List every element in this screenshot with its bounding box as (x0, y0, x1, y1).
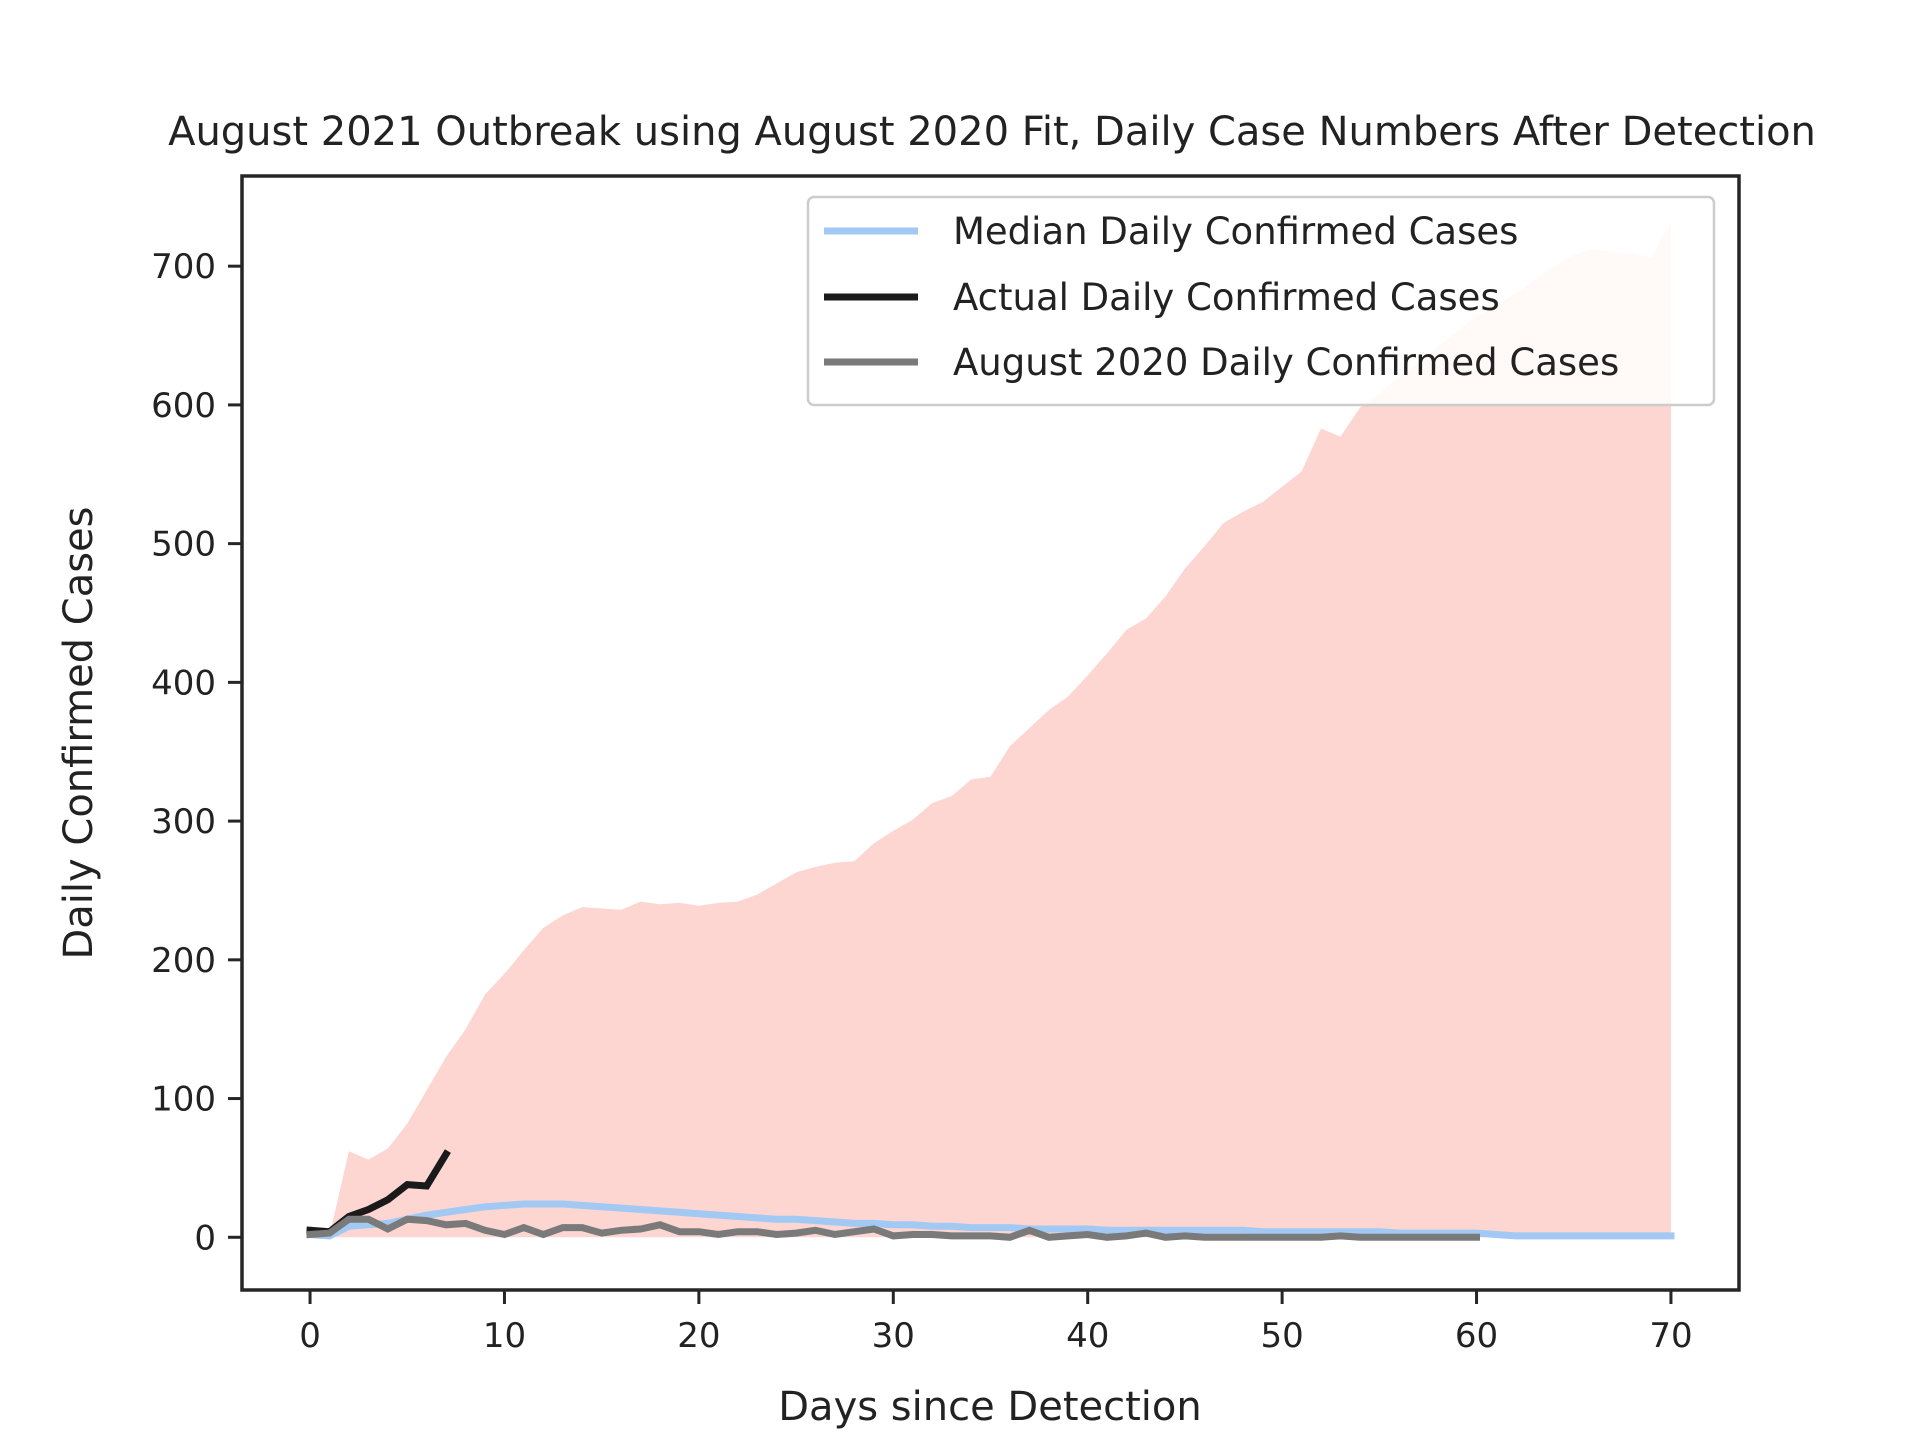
chart-title: August 2021 Outbreak using August 2020 F… (168, 109, 1816, 155)
x-tick-label: 20 (677, 1316, 720, 1356)
legend: Median Daily Confirmed Cases Actual Dail… (806, 195, 1716, 407)
x-tick-label: 30 (872, 1316, 915, 1356)
x-tick-label: 0 (299, 1316, 321, 1356)
y-tick-label: 500 (151, 525, 216, 565)
y-tick-label: 100 (151, 1080, 216, 1120)
y-axis-label: Daily Confirmed Cases (56, 506, 102, 959)
x-tick-label: 50 (1260, 1316, 1303, 1356)
plot-area (306, 221, 1675, 1241)
y-tick-label: 0 (194, 1218, 216, 1258)
x-tick-label: 60 (1455, 1316, 1498, 1356)
y-tick-label: 600 (151, 386, 216, 426)
legend-label-actual: Actual Daily Confirmed Cases (953, 276, 1500, 319)
series-layer (306, 1149, 1675, 1241)
y-tick-label: 300 (151, 802, 216, 842)
x-axis-ticks: 0 10 20 30 40 50 60 70 (299, 1290, 1693, 1356)
legend-box (806, 195, 1716, 407)
x-tick-label: 10 (483, 1316, 526, 1356)
legend-label-august-2020: August 2020 Daily Confirmed Cases (953, 341, 1619, 384)
y-tick-label: 700 (151, 247, 216, 287)
series-line-august-2020 (306, 1215, 1480, 1241)
prediction-band (310, 221, 1671, 1238)
x-axis-label: Days since Detection (778, 1384, 1201, 1430)
y-tick-label: 400 (151, 663, 216, 703)
series-line-median (306, 1200, 1675, 1240)
y-axis-ticks: 0 100 200 300 400 500 600 700 (151, 247, 242, 1258)
legend-label-median: Median Daily Confirmed Cases (953, 210, 1518, 253)
y-tick-label: 200 (151, 941, 216, 981)
axes-frame (240, 174, 1741, 1292)
x-tick-label: 40 (1066, 1316, 1109, 1356)
x-tick-label: 70 (1649, 1316, 1692, 1356)
